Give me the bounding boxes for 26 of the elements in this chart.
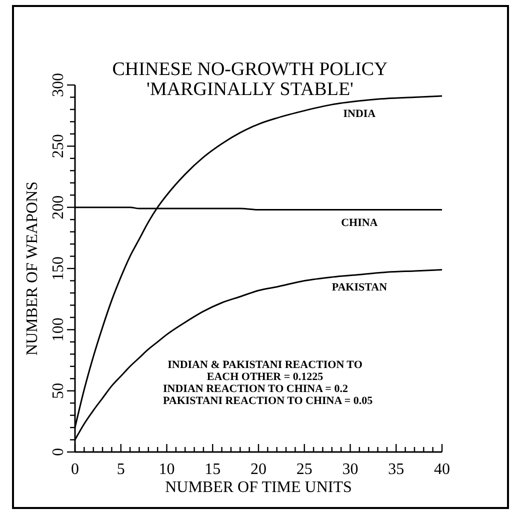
x-tick-label: 0 — [71, 461, 79, 478]
x-tick-label: 20 — [250, 461, 266, 478]
y-tick-label: 250 — [50, 134, 67, 158]
series-label: CHINA — [341, 216, 378, 229]
y-tick-label: 50 — [50, 382, 67, 399]
y-tick-label: 300 — [50, 73, 67, 97]
x-tick-label: 25 — [296, 461, 312, 478]
x-tick-label: 15 — [204, 461, 221, 478]
y-tick-label: 0 — [50, 448, 67, 456]
y-tick-label: 200 — [50, 195, 67, 220]
y-axis-title: NUMBER OF WEAPONS — [24, 182, 41, 356]
annotation: INDIAN & PAKISTANI REACTION TO EACH OTHER = 0.1225 — [168, 359, 363, 383]
series-label: INDIA — [343, 108, 376, 120]
x-tick-label: 40 — [434, 461, 450, 478]
annotation: PAKISTANI REACTION TO CHINA = 0.05 — [163, 395, 374, 407]
x-tick-label: 5 — [116, 461, 125, 478]
x-tick-label: 10 — [158, 461, 175, 478]
series-label: PAKISTAN — [332, 282, 388, 294]
y-tick-label: 150 — [50, 256, 67, 280]
chart-title: CHINESE NO-GROWTH POLICY — [112, 59, 388, 80]
annotation: INDIAN REACTION TO CHINA = 0.2 — [163, 383, 348, 395]
x-tick-label: 30 — [342, 461, 358, 478]
chart-subtitle: 'MARGINALLY STABLE' — [146, 79, 354, 100]
x-tick-label: 35 — [388, 461, 404, 478]
x-axis-title: NUMBER OF TIME UNITS — [165, 479, 352, 496]
y-tick-label: 100 — [50, 318, 67, 342]
